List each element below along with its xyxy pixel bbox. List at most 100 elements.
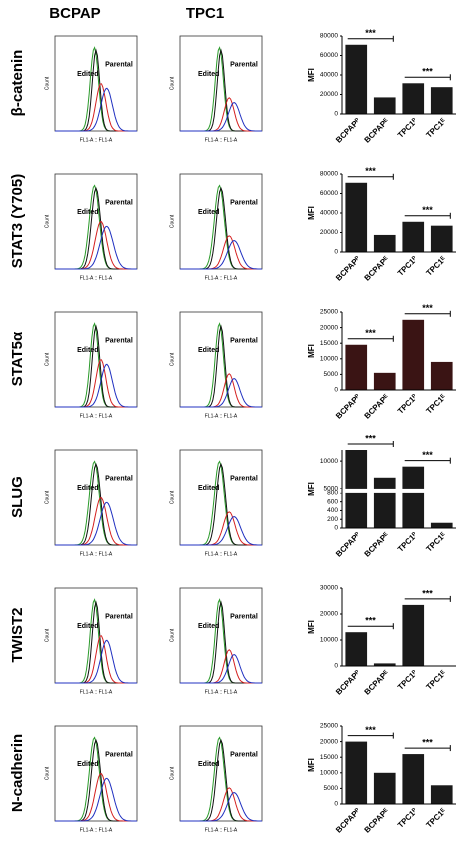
label-edited: Edited bbox=[198, 347, 219, 354]
histogram-curve bbox=[55, 773, 137, 822]
histogram-frame bbox=[54, 449, 138, 546]
label-edited: Edited bbox=[198, 623, 219, 630]
bar bbox=[345, 741, 368, 804]
bar bbox=[430, 361, 453, 390]
label-parental: Parental bbox=[230, 751, 258, 758]
label-edited: Edited bbox=[77, 623, 98, 630]
bar bbox=[402, 604, 425, 666]
x-tick-label: BCPAPᴱ bbox=[363, 806, 392, 835]
y-tick-label: 15000 bbox=[320, 754, 338, 761]
y-tick-label: 10000 bbox=[320, 458, 338, 465]
row-label: N-cadherin bbox=[9, 734, 26, 812]
column-header: TPC1 bbox=[186, 5, 224, 22]
y-tick-label: 0 bbox=[334, 663, 338, 670]
label-parental: Parental bbox=[230, 613, 258, 620]
histogram-y-label: Count bbox=[44, 490, 50, 504]
x-tick-label: BCPAPᴱ bbox=[363, 254, 392, 283]
y-tick-label: 800 bbox=[327, 490, 338, 497]
label-parental: Parental bbox=[105, 61, 133, 68]
label-edited: Edited bbox=[77, 347, 98, 354]
y-tick-label: 0 bbox=[334, 249, 338, 256]
label-parental: Parental bbox=[105, 199, 133, 206]
row-label: STAT5α bbox=[9, 331, 26, 386]
x-tick-label: BCPAPᴱ bbox=[363, 392, 392, 421]
label-edited: Edited bbox=[198, 71, 219, 78]
bar bbox=[373, 234, 396, 252]
x-tick-label: TPC1ᴱ bbox=[424, 668, 448, 692]
histogram-curve bbox=[55, 322, 137, 408]
histogram-curve bbox=[55, 46, 137, 132]
y-tick-label: 60000 bbox=[320, 190, 338, 197]
bar bbox=[373, 477, 396, 528]
histogram-frame bbox=[179, 725, 263, 822]
histogram-x-label: FL1-A :: FL1-A bbox=[205, 689, 238, 695]
bar bbox=[402, 83, 425, 114]
significance-label: *** bbox=[365, 166, 376, 176]
label-edited: Edited bbox=[198, 485, 219, 492]
histogram-frame bbox=[179, 311, 263, 408]
y-tick-label: 0 bbox=[334, 801, 338, 808]
histogram-frame bbox=[54, 725, 138, 822]
x-tick-label: BCPAPᴱ bbox=[363, 530, 392, 559]
histogram-frame bbox=[179, 449, 263, 546]
significance-label: *** bbox=[365, 328, 376, 338]
histogram-y-label: Count bbox=[169, 76, 175, 90]
y-tick-label: 20000 bbox=[320, 324, 338, 331]
y-tick-label: 80000 bbox=[320, 171, 338, 178]
histogram-curve bbox=[180, 378, 262, 408]
axis-break bbox=[339, 488, 457, 493]
histogram-x-label: FL1-A :: FL1-A bbox=[205, 551, 238, 557]
y-tick-label: 10000 bbox=[320, 637, 338, 644]
x-tick-label: TPC1ᴾ bbox=[396, 530, 420, 554]
histogram-y-label: Count bbox=[44, 76, 50, 90]
significance-label: *** bbox=[365, 28, 376, 38]
y-tick-label: 20000 bbox=[320, 738, 338, 745]
y-tick-label: 25000 bbox=[320, 309, 338, 316]
row-label: β-catenin bbox=[9, 50, 26, 117]
histogram-curve bbox=[55, 87, 137, 132]
histogram-y-label: Count bbox=[44, 628, 50, 642]
label-parental: Parental bbox=[105, 613, 133, 620]
y-tick-label: 10000 bbox=[320, 770, 338, 777]
histogram-curve bbox=[180, 654, 262, 684]
y-tick-label: 0 bbox=[334, 525, 338, 532]
significance-label: *** bbox=[422, 588, 433, 598]
x-tick-label: TPC1ᴱ bbox=[424, 254, 448, 278]
histogram-curve bbox=[55, 501, 137, 546]
label-parental: Parental bbox=[230, 61, 258, 68]
y-tick-label: 40000 bbox=[320, 72, 338, 79]
histogram-y-label: Count bbox=[169, 352, 175, 366]
y-axis-label: MFI bbox=[307, 482, 316, 496]
histogram-frame bbox=[179, 35, 263, 132]
histogram-x-label: FL1-A :: FL1-A bbox=[80, 137, 113, 143]
histogram-y-label: Count bbox=[44, 766, 50, 780]
significance-label: *** bbox=[422, 303, 433, 313]
histogram-curve bbox=[180, 240, 262, 270]
label-edited: Edited bbox=[198, 761, 219, 768]
y-tick-label: 600 bbox=[327, 498, 338, 505]
y-tick-label: 30000 bbox=[320, 585, 338, 592]
histogram-curve bbox=[180, 102, 262, 132]
label-parental: Parental bbox=[105, 475, 133, 482]
x-tick-label: BCPAPᴾ bbox=[334, 392, 363, 421]
bar bbox=[430, 225, 453, 252]
y-tick-label: 40000 bbox=[320, 210, 338, 217]
histogram-curve bbox=[55, 598, 137, 684]
significance-label: *** bbox=[422, 205, 433, 215]
label-edited: Edited bbox=[77, 485, 98, 492]
x-tick-label: BCPAPᴱ bbox=[363, 116, 392, 145]
x-tick-label: TPC1ᴱ bbox=[424, 392, 448, 416]
histogram-x-label: FL1-A :: FL1-A bbox=[80, 275, 113, 281]
histogram-curve bbox=[55, 363, 137, 408]
histogram-x-label: FL1-A :: FL1-A bbox=[80, 413, 113, 419]
histogram-curve bbox=[55, 497, 137, 546]
bar bbox=[373, 663, 396, 666]
label-edited: Edited bbox=[77, 209, 98, 216]
histogram-curve bbox=[55, 777, 137, 822]
label-parental: Parental bbox=[230, 199, 258, 206]
y-axis-label: MFI bbox=[307, 344, 316, 358]
y-axis-label: MFI bbox=[307, 758, 316, 772]
y-tick-label: 20000 bbox=[320, 229, 338, 236]
